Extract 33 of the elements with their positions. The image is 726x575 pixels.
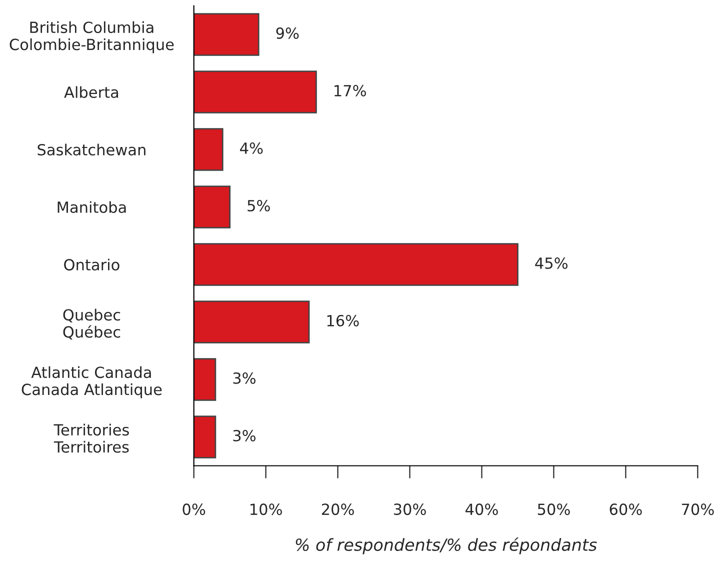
x-tick-label: 40% — [466, 504, 498, 516]
y-tick-label: Saskatchewan — [38, 144, 146, 156]
x-axis-title: % of respondents/% des répondants — [296, 537, 597, 554]
bar — [194, 186, 231, 228]
y-tick-label: Atlantic Canada Canada Atlantique — [22, 366, 162, 398]
x-tick-label: 60% — [610, 504, 642, 516]
data-label: 3% — [233, 430, 256, 442]
bar — [194, 358, 216, 401]
data-label: 17% — [334, 84, 366, 96]
x-tick-label: 10% — [250, 504, 282, 516]
data-label: 9% — [276, 27, 299, 39]
x-tick-label: 0% — [182, 504, 206, 516]
y-tick-label: Territories Territoires — [54, 424, 129, 453]
data-label: 45% — [535, 257, 568, 269]
y-tick-label: Quebec Québec — [63, 308, 120, 340]
bar — [194, 70, 317, 114]
y-tick-label: Manitoba — [58, 201, 126, 214]
y-tick-label: British Columbia Colombie-Britannique — [10, 21, 174, 54]
bar — [194, 416, 216, 458]
x-tick-label: 20% — [322, 504, 354, 516]
y-tick-label: Ontario — [64, 258, 120, 271]
bar — [194, 300, 310, 344]
bar — [194, 128, 224, 171]
x-tick-label: 50% — [538, 504, 570, 516]
data-label: 4% — [240, 142, 263, 154]
data-label: 5% — [248, 200, 270, 212]
x-tick-label: 30% — [394, 504, 426, 516]
bar — [194, 13, 260, 56]
x-tick-label: 70% — [682, 504, 714, 516]
data-label: 16% — [327, 314, 359, 326]
bar — [194, 243, 518, 286]
data-label: 3% — [233, 372, 256, 384]
y-tick-label: Alberta — [64, 86, 118, 98]
